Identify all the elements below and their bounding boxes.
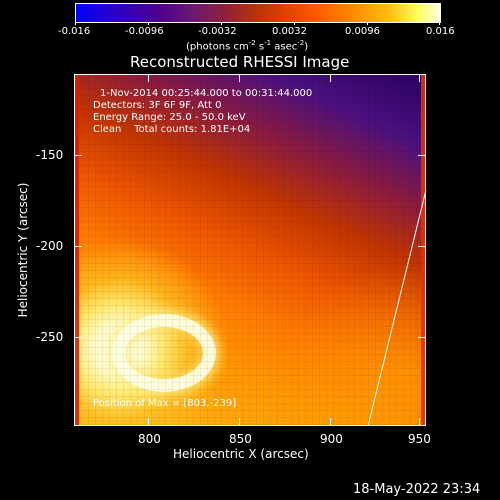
colorbar-tick-1: -0.016 <box>58 26 91 37</box>
date-stamp: 18-May-2022 23:34 <box>353 482 481 497</box>
colorbar-axis <box>75 22 440 25</box>
pixel-texture <box>74 74 426 426</box>
detectors-text: Detectors: 3F 6F 9F, Att 0 <box>93 100 222 111</box>
colorbar-tick-5: 0.0096 <box>345 26 380 37</box>
colorbar-tick-3: -0.0032 <box>198 26 237 37</box>
left-edge-band <box>74 74 79 426</box>
colorbar-tick-6: 0.016 <box>426 26 455 37</box>
colorbar-tick-4: 0.0032 <box>272 26 307 37</box>
time-range-text: 1-Nov-2014 00:25:44.000 to 00:31:44.000 <box>100 88 313 99</box>
plot-title: Reconstructed RHESSI Image <box>130 53 350 71</box>
solar-limb-line <box>367 189 427 427</box>
x-tick-850: 850 <box>229 432 252 446</box>
position-of-max-text: Position of Max = [803,-239] <box>93 398 237 409</box>
right-edge-band <box>421 74 426 426</box>
y-tick-250: -250 <box>36 330 64 344</box>
y-axis-label: Heliocentric Y (arcsec) <box>16 182 30 318</box>
y-tick-200: -200 <box>36 239 64 253</box>
colorbar-tick-2: -0.0096 <box>125 26 164 37</box>
y-tick-150: -150 <box>36 148 64 162</box>
x-axis-label: Heliocentric X (arcsec) <box>173 447 309 461</box>
x-tick-800: 800 <box>138 432 161 446</box>
colorbar <box>75 3 441 23</box>
clean-counts-text: Clean Total counts: 1.81E+04 <box>93 124 251 135</box>
rhessi-image <box>74 74 426 426</box>
colorbar-units: (photons cm-2 s-1 asec-2) <box>186 39 309 53</box>
energy-range-text: Energy Range: 25.0 - 50.0 keV <box>93 112 246 123</box>
x-tick-950: 950 <box>408 432 431 446</box>
x-tick-900: 900 <box>320 432 343 446</box>
